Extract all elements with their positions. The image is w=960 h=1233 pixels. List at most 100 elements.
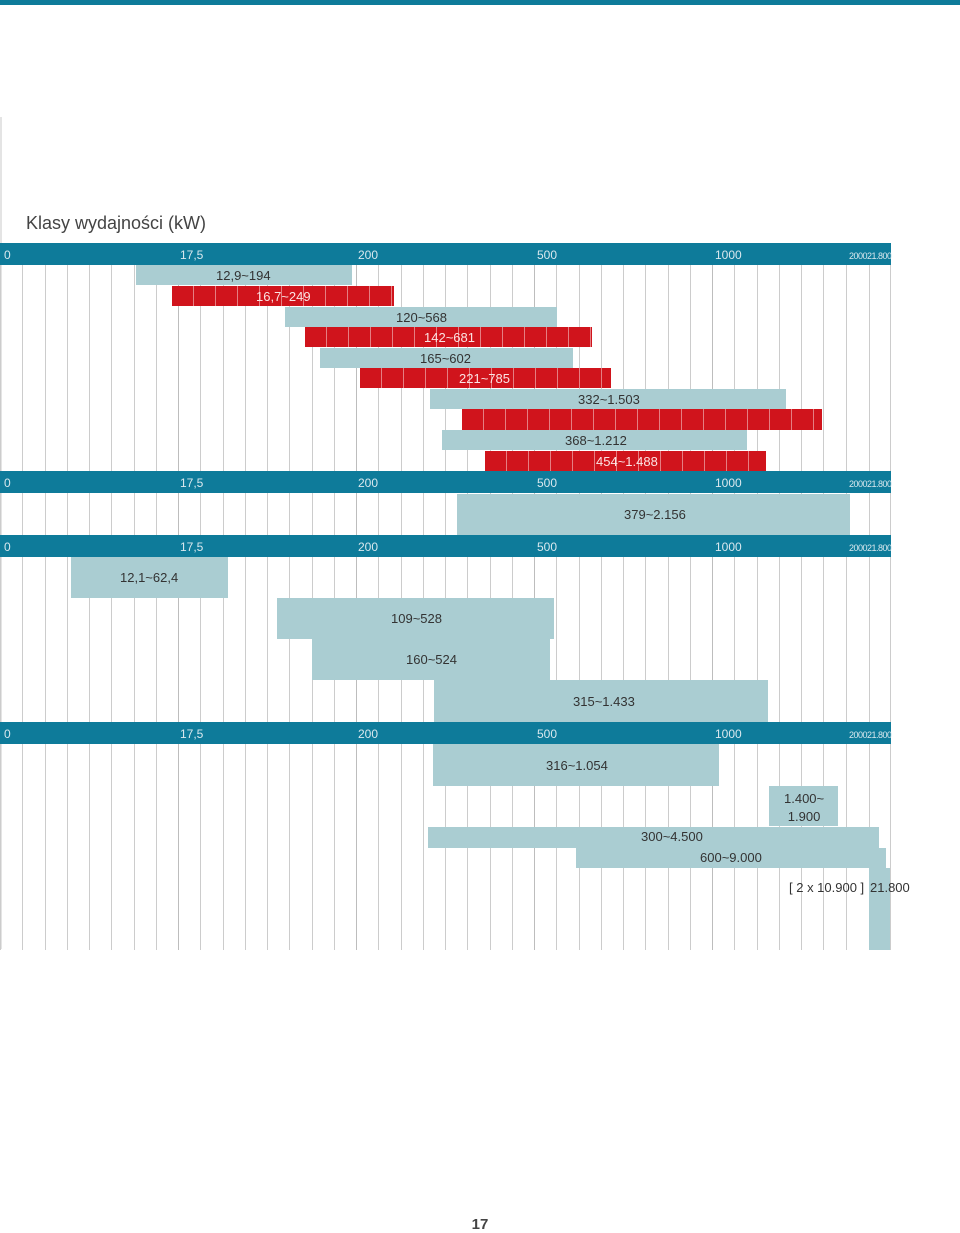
axis-tick-label: 200 <box>358 540 379 554</box>
axis-tick-label: 21.800 <box>867 479 892 489</box>
range-bar <box>457 494 850 535</box>
axis-band <box>0 535 891 557</box>
axes: 0 17,5 200 500 1000 2000 21.800 0 17,5 200 500 1000… <box>0 243 892 744</box>
grid-line <box>712 243 713 950</box>
grid-line <box>556 243 557 950</box>
axis-tick-label: 21.800 <box>867 730 892 740</box>
axis-tick-label: 200 <box>358 727 379 741</box>
bar-label: 109~528 <box>391 611 442 626</box>
axis-tick-label: 21.800 <box>867 251 892 261</box>
range-bar <box>869 868 890 950</box>
range-bar <box>428 827 879 848</box>
grid-line <box>0 243 1 950</box>
range-bar <box>305 327 592 347</box>
grid-line <box>378 243 379 950</box>
axis-tick-label: 200 <box>358 476 379 490</box>
range-bar <box>172 286 394 306</box>
left-rule <box>0 117 2 949</box>
axis-tick-label: 2000 <box>849 251 868 261</box>
chart-title: Klasy wydajności (kW) <box>26 213 207 233</box>
grid-line <box>668 243 669 950</box>
grid-line <box>467 243 468 950</box>
bar-label: 21.800 <box>870 880 910 895</box>
range-bar <box>360 368 611 388</box>
grid-line <box>690 243 691 950</box>
grid-line <box>645 243 646 950</box>
axis-tick-label: 500 <box>537 476 558 490</box>
bar-label: 120~568 <box>396 310 447 325</box>
range-bar <box>136 265 352 285</box>
grid-line <box>757 243 758 950</box>
bar-label: 165~602 <box>420 351 471 366</box>
axis-tick-label: 21.800 <box>867 543 892 553</box>
axis-tick-label: 2000 <box>849 543 868 553</box>
axis-tick-label: 1000 <box>715 248 742 262</box>
bar-label: 221~785 <box>459 371 510 386</box>
bar-label: 1.400~ 1.900 <box>784 791 825 824</box>
axis-tick-label: 0 <box>4 727 11 741</box>
grid-line <box>423 243 424 950</box>
grid-line <box>534 243 535 950</box>
grid-line <box>312 243 313 950</box>
axis-band <box>0 722 891 744</box>
axis-tick-label: 0 <box>4 248 11 262</box>
page-number: 17 <box>471 1216 489 1233</box>
bar-label: 600~9.000 <box>700 850 762 865</box>
bar-label: 332~1.503 <box>578 392 640 407</box>
grid-line <box>67 243 68 950</box>
grid-line <box>623 243 624 950</box>
grid-line <box>356 243 357 950</box>
axis-band <box>0 243 891 265</box>
range-bar <box>320 348 573 368</box>
bar-label: 316~1.054 <box>546 758 608 773</box>
grid-line <box>601 243 602 950</box>
grid-line <box>846 243 847 950</box>
bar-label: 379~2.156 <box>624 507 686 522</box>
grid-line <box>401 243 402 950</box>
grid-line <box>245 243 246 950</box>
axis-tick-label: 17,5 <box>180 248 204 262</box>
range-bar <box>71 557 228 598</box>
grid-line <box>869 243 870 950</box>
bar-label: 368~1.212 <box>565 433 627 448</box>
axis-band <box>0 471 891 493</box>
axis-tick-label: 2000 <box>849 479 868 489</box>
grid-line <box>267 243 268 950</box>
bar-label: 142~681 <box>424 330 475 345</box>
axis-tick-label: 200 <box>358 248 379 262</box>
grid-line <box>801 243 802 950</box>
range-bar <box>434 680 768 722</box>
bar-label: 315~1.433 <box>573 694 635 709</box>
axis-tick-label: 1000 <box>715 540 742 554</box>
grid-line <box>890 243 891 950</box>
axis-tick-label: 0 <box>4 540 11 554</box>
axis-tick-label: 2000 <box>849 730 868 740</box>
top-rule <box>0 0 960 5</box>
axis-tick-label: 17,5 <box>180 476 204 490</box>
bar-label: 160~524 <box>406 652 457 667</box>
bar-label: 454~1.488 <box>596 454 658 469</box>
grid-line <box>823 243 824 950</box>
bar-label: [ 2 x 10.900 ] <box>789 880 865 895</box>
range-bar <box>277 598 554 639</box>
bar-label: 12,1~62,4 <box>120 570 179 585</box>
grid-line <box>779 243 780 950</box>
grid-line <box>579 243 580 950</box>
axis-tick-label: 0 <box>4 476 11 490</box>
grid-line <box>734 243 735 950</box>
bar-label: 300~4.500 <box>641 829 703 844</box>
range-bar <box>285 307 557 327</box>
axis-tick-label: 17,5 <box>180 727 204 741</box>
axis-tick-label: 500 <box>537 540 558 554</box>
bar-label: 16,7~249 <box>256 289 311 304</box>
range-bar <box>312 639 550 680</box>
grid-line <box>45 243 46 950</box>
grid-line <box>445 243 446 950</box>
range-bar <box>433 744 719 786</box>
grid-line <box>22 243 23 950</box>
range-bar <box>576 848 886 868</box>
axis-tick-label: 17,5 <box>180 540 204 554</box>
range-bar <box>769 786 838 826</box>
axis-tick-label: 1000 <box>715 476 742 490</box>
axis-tick-label: 500 <box>537 248 558 262</box>
